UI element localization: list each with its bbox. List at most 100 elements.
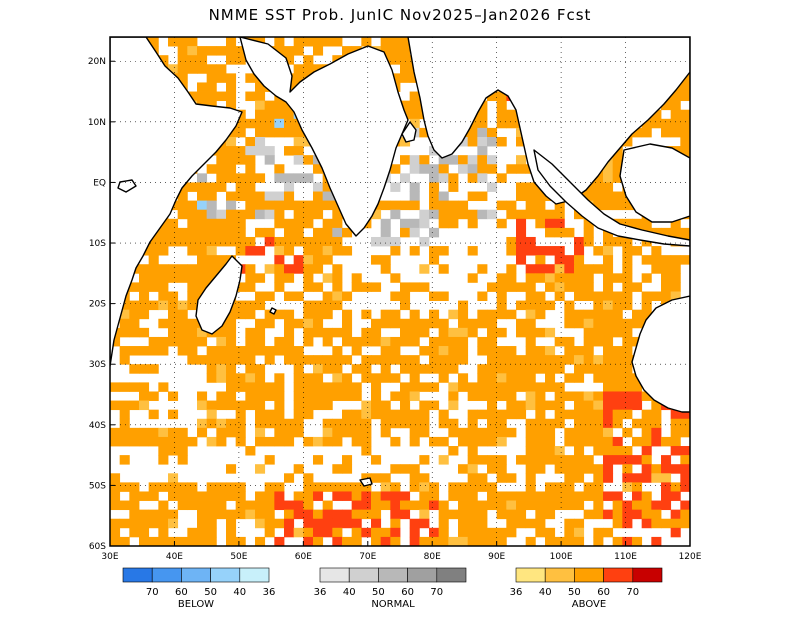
prob-cell [264,382,275,392]
prob-cell [226,55,237,65]
prob-cell [332,527,343,538]
prob-cell [612,382,623,392]
prob-cell [661,227,672,238]
prob-cell [110,427,121,438]
prob-cell [583,273,594,283]
lat-tick-label: 20S [89,300,106,310]
prob-cell [216,364,227,374]
prob-cell [545,527,556,538]
prob-cell [274,282,285,292]
prob-cell [496,118,507,129]
prob-cell [110,518,121,529]
prob-cell [680,418,690,429]
prob-cell [148,427,159,438]
prob-cell [293,427,304,438]
prob-cell [226,218,237,229]
prob-cell [661,255,672,265]
prob-cell [264,118,275,129]
prob-cell [216,73,227,83]
prob-cell [661,127,672,138]
prob-cell [351,418,362,429]
prob-cell [612,200,623,211]
prob-cell [622,455,633,465]
prob-cell [525,336,536,347]
prob-cell [632,282,643,292]
prob-cell [187,246,198,256]
prob-cell [651,118,662,129]
prob-cell [177,200,188,211]
prob-cell [564,282,575,292]
prob-cell [506,118,517,129]
prob-cell [129,482,140,492]
prob-cell [535,455,546,465]
prob-cell [583,309,594,320]
prob-cell [496,509,507,520]
prob-cell [390,491,401,501]
prob-cell [506,473,517,483]
prob-cell [477,191,488,202]
prob-cell [245,336,256,347]
prob-cell [322,300,333,311]
prob-cell [342,373,353,383]
prob-cell [274,200,285,211]
prob-cell [622,336,633,347]
prob-cell [187,527,198,538]
prob-cell [293,464,304,474]
prob-cell [458,209,469,220]
prob-cell [429,309,440,320]
prob-cell [216,173,227,183]
prob-cell [612,346,623,356]
prob-cell [187,291,198,301]
prob-cell [293,200,304,211]
prob-cell [371,327,382,338]
prob-cell [448,327,459,338]
prob-cell [622,136,633,147]
prob-cell [525,364,536,374]
prob-cell [148,436,159,447]
prob-cell [255,464,266,474]
prob-cell [603,173,614,183]
prob-cell [622,273,633,283]
prob-cell [361,527,372,538]
prob-cell [622,327,633,338]
prob-cell [622,355,633,365]
prob-cell [419,418,430,429]
prob-cell [139,509,150,520]
prob-cell [371,500,382,511]
prob-cell [119,500,130,511]
prob-cell [322,482,333,492]
prob-cell [409,155,420,165]
prob-cell [622,536,633,546]
prob-cell [429,346,440,356]
prob-cell [264,518,275,529]
prob-cell [593,182,604,192]
prob-cell [274,100,285,111]
prob-cell [245,164,256,174]
prob-cell [255,136,266,147]
prob-cell [622,282,633,292]
prob-cell [187,500,198,511]
prob-cell [274,391,285,401]
prob-cell [583,409,594,420]
prob-cell [525,273,536,283]
prob-cell [409,409,420,420]
prob-cell [593,373,604,383]
prob-cell [303,400,314,411]
prob-cell [448,446,459,456]
prob-cell [148,482,159,492]
prob-cell [535,500,546,511]
prob-cell [525,455,536,465]
prob-cell [264,227,275,238]
prob-cell [603,455,614,465]
lat-tick-label: 10N [88,118,106,128]
prob-cell [400,400,411,411]
prob-cell [216,218,227,229]
prob-cell [670,418,681,429]
prob-cell [661,282,672,292]
prob-cell [187,355,198,365]
prob-cell [168,218,179,229]
prob-cell [158,527,169,538]
prob-cell [226,382,237,392]
prob-cell [129,382,140,392]
prob-cell [351,500,362,511]
